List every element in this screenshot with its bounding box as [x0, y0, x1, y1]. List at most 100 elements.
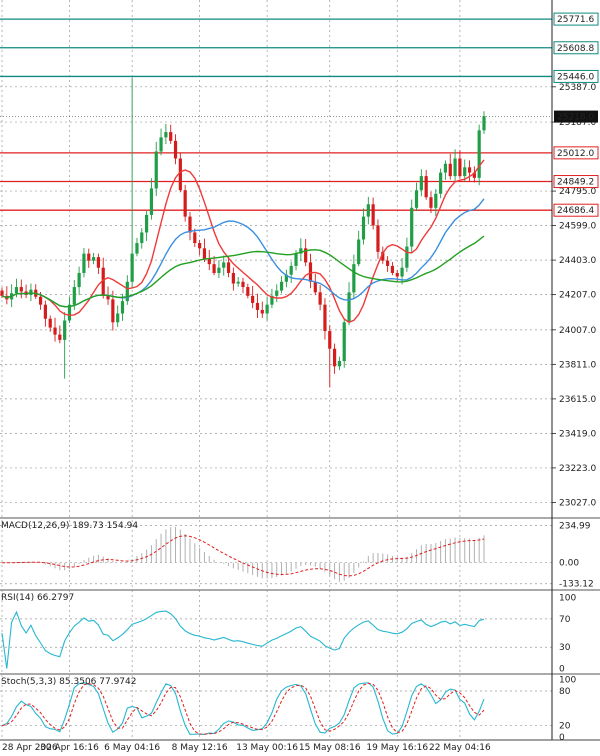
candle-body	[381, 251, 385, 261]
candle-body	[231, 272, 235, 284]
ma-slow-line	[1, 235, 485, 308]
candle-body	[275, 290, 279, 296]
y-tick-label: 23419.0	[559, 429, 596, 439]
candle-body	[294, 253, 298, 266]
macd-y-tick: -133.12	[559, 580, 594, 590]
candle-body	[279, 281, 284, 291]
candle-body	[400, 267, 404, 277]
candle-body	[48, 318, 52, 328]
candle-body	[159, 137, 163, 152]
level-label-box	[553, 175, 599, 189]
stoch-y-tick: 80	[559, 687, 571, 697]
ma-fast-line	[1, 159, 485, 324]
x-tick-label: 6 May 04:16	[104, 743, 160, 753]
candle-body	[135, 243, 139, 254]
candle-body	[410, 207, 414, 247]
y-tick-label: 23811.0	[559, 360, 596, 370]
candle-body	[304, 248, 308, 263]
candle-body	[125, 281, 129, 302]
x-tick-label: 28 Apr 2026	[2, 743, 58, 753]
level-label: 25608.8	[557, 44, 594, 54]
candle-body	[458, 158, 462, 177]
stoch-y-tick: 20	[559, 722, 571, 732]
candle-body	[347, 292, 351, 323]
candle-body	[448, 163, 452, 177]
candle-body	[472, 172, 476, 178]
candle-body	[453, 158, 457, 177]
candle-body	[58, 334, 62, 340]
candle-body	[101, 267, 105, 296]
candle-body	[361, 216, 366, 240]
stoch-y-tick: 100	[559, 675, 576, 685]
level-label: 25446.0	[557, 72, 594, 82]
candle-body	[116, 313, 120, 323]
x-tick-label: 13 May 00:16	[236, 743, 298, 753]
candle-body	[111, 299, 115, 323]
candle-body	[395, 272, 399, 277]
candle-body	[371, 204, 375, 226]
y-tick-label: 24795.0	[559, 187, 596, 197]
candle-body	[53, 327, 57, 335]
candle-body	[236, 281, 240, 284]
candle-body	[19, 287, 23, 292]
candle-body	[43, 304, 47, 319]
candle-body	[198, 243, 202, 249]
last-price-badge	[554, 110, 598, 123]
candle-body	[145, 214, 149, 233]
candle-body	[332, 348, 337, 367]
y-tick-label: 24403.0	[559, 256, 596, 266]
stoch-y-tick: 0	[559, 733, 565, 743]
candle-body	[390, 265, 395, 273]
candle-body	[193, 232, 197, 244]
candle-body	[82, 253, 86, 273]
stoch-panel	[1, 682, 485, 735]
candle-body	[289, 265, 293, 275]
candle-body	[318, 292, 322, 305]
candle-body	[38, 296, 43, 305]
candle-body	[169, 132, 173, 141]
candle-body	[217, 267, 221, 273]
candle-body	[29, 289, 33, 295]
y-tick-label: 25387.0	[559, 83, 596, 93]
candle-body	[120, 301, 125, 314]
candle-body	[376, 225, 380, 252]
y-tick-label: 23027.0	[559, 498, 596, 508]
candle-body	[414, 190, 419, 208]
x-tick-label: 22 May 04:16	[429, 743, 491, 753]
candle-body	[202, 248, 207, 259]
candle-body	[284, 274, 288, 282]
candle-body	[265, 304, 269, 314]
candle-body	[386, 260, 390, 266]
rsi-label: RSI(14) 66.2797	[1, 593, 74, 603]
x-tick-label: 19 May 16:16	[366, 743, 428, 753]
candle-body	[246, 287, 250, 296]
candle-body	[255, 302, 260, 310]
candle-body	[226, 262, 231, 273]
y-tick-label: 25187.0	[559, 118, 596, 128]
candle-body	[63, 320, 67, 340]
level-label: 24686.4	[557, 206, 594, 216]
last-price-label: 25218.0	[557, 113, 594, 123]
x-tick-label: 15 May 08:16	[299, 743, 361, 753]
candle-body	[323, 304, 327, 332]
candle-body	[164, 132, 168, 138]
candle-body	[352, 264, 356, 293]
level-label: 25012.0	[557, 149, 594, 159]
candle-body	[140, 232, 144, 244]
y-tick-label: 24599.0	[559, 222, 596, 232]
candle-body	[212, 264, 216, 273]
rsi-y-tick: 0	[559, 664, 565, 674]
rsi-y-tick: 70	[559, 615, 571, 625]
candle-body	[366, 204, 370, 217]
candle-body	[357, 239, 361, 265]
candle-body	[342, 322, 346, 362]
candle-body	[173, 140, 178, 159]
y-tick-label: 24007.0	[559, 326, 596, 336]
candle-body	[328, 331, 332, 349]
candle-body	[270, 295, 274, 305]
candle-body	[434, 193, 438, 208]
candle-body	[299, 248, 303, 254]
candle-body	[14, 287, 19, 294]
